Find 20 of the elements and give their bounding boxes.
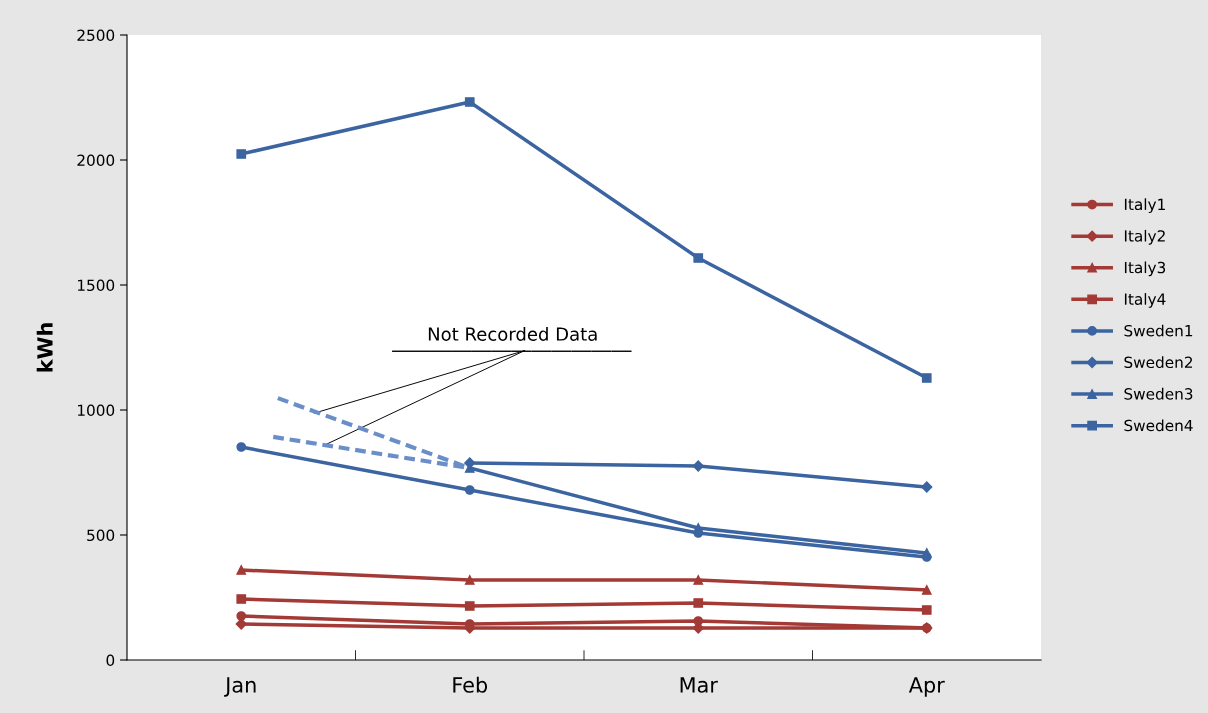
- y-tick-label: 1000: [77, 404, 115, 417]
- x-tick-label: Mar: [680, 677, 718, 693]
- legend-label: Sweden1: [1124, 324, 1193, 337]
- legend-label: Italy3: [1124, 261, 1166, 277]
- y-tick-label: 2000: [77, 154, 115, 167]
- legend-label: Italy4: [1124, 293, 1166, 308]
- y-tick-label: 0: [106, 654, 115, 667]
- legend-label: Sweden4: [1124, 419, 1193, 432]
- y-tick-label: 2500: [77, 29, 115, 42]
- legend-label: Italy2: [1124, 229, 1165, 245]
- legend-label: Italy1: [1124, 198, 1165, 214]
- y-tick-label: 1500: [77, 279, 115, 292]
- y-axis-title: kWh: [36, 323, 53, 372]
- x-tick-label: Feb: [453, 676, 488, 693]
- legend-label: Sweden3: [1124, 387, 1193, 400]
- x-tick-label: Apr: [908, 677, 945, 697]
- legend-label: Sweden2: [1124, 356, 1193, 369]
- x-tick-label: Jan: [224, 677, 256, 697]
- y-tick-label: 500: [87, 529, 115, 542]
- annotation: Not Recorded Data: [428, 326, 597, 341]
